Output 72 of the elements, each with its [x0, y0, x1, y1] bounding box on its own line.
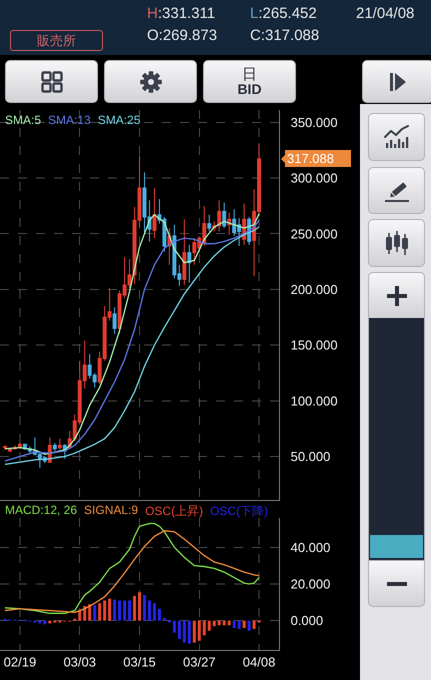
y-tick-label: 250.000 [290, 226, 338, 242]
candlestick [112, 306, 117, 334]
y-tick-label: 0.000 [290, 613, 324, 628]
text: SMA:25 [98, 113, 140, 127]
x-tick-label: 03/03 [63, 654, 96, 670]
header-panel: 販売所 H:331.311 L:265.452 21/04/08 O:269.873 C:317.088 [0, 0, 431, 55]
candlestick [222, 202, 226, 229]
bar [78, 610, 82, 621]
bar [113, 600, 116, 621]
bar [123, 600, 126, 621]
bar [172, 620, 176, 633]
text-button: 日 BID [203, 60, 296, 103]
bar [148, 600, 151, 621]
x-tick-label: 02/19 [4, 654, 36, 670]
text: SIGNAL:9 [84, 503, 138, 519]
bar [202, 620, 206, 636]
bar [212, 620, 216, 626]
bar [178, 620, 181, 639]
y-tick-label: 50.000 [290, 449, 330, 464]
candlestick [187, 244, 192, 284]
candlestick [152, 188, 156, 239]
bar [128, 600, 132, 621]
bar [133, 596, 136, 621]
text: OSC(上昇) [145, 503, 204, 520]
bar [93, 605, 96, 621]
bar [108, 598, 112, 621]
bar [103, 600, 106, 621]
bar [162, 618, 166, 621]
bar [38, 620, 42, 624]
y-tick-label: 350.000 [290, 114, 338, 130]
text: MACD:12, 26 [5, 503, 78, 519]
bar [238, 620, 241, 629]
bar [158, 608, 161, 621]
badge: 販売所 [10, 30, 103, 51]
candlestick [182, 218, 186, 286]
x-tick-label: 03/27 [183, 654, 216, 670]
bar [218, 620, 221, 626]
bar [242, 620, 246, 628]
y-tick-label: 300.000 [290, 170, 338, 186]
bar [142, 595, 146, 621]
text: SMA:13 [48, 113, 91, 127]
bar [188, 620, 191, 644]
bar [48, 620, 52, 624]
y-tick-label: 100.000 [290, 393, 338, 408]
bar [88, 604, 92, 621]
x-tick-label: 04/08 [242, 654, 276, 670]
bar [222, 620, 226, 626]
bar [98, 603, 102, 621]
bar [232, 620, 236, 628]
bar [252, 620, 256, 629]
y-tick-label: 20.000 [290, 576, 330, 592]
candlestick [52, 442, 57, 452]
bar [43, 620, 46, 624]
bar [228, 620, 231, 626]
text: SMA:5 [5, 113, 42, 127]
y-tick-label: 150.000 [290, 338, 338, 353]
x-tick-label: 03/15 [123, 654, 156, 670]
y-tick-label: 40.000 [290, 540, 330, 555]
candlestick [207, 214, 212, 232]
candlestick [217, 200, 222, 232]
candlestick [3, 444, 7, 450]
bar [152, 603, 156, 621]
price-tag: 317.088 [281, 150, 351, 168]
bar [192, 620, 196, 643]
candlestick [58, 438, 62, 450]
y-tick-label: 200.000 [290, 282, 338, 297]
bar [198, 620, 201, 641]
text: OSC(下降) [210, 503, 268, 520]
bar [182, 620, 186, 643]
bar [138, 592, 141, 621]
bar [118, 600, 122, 621]
bar [248, 620, 251, 631]
